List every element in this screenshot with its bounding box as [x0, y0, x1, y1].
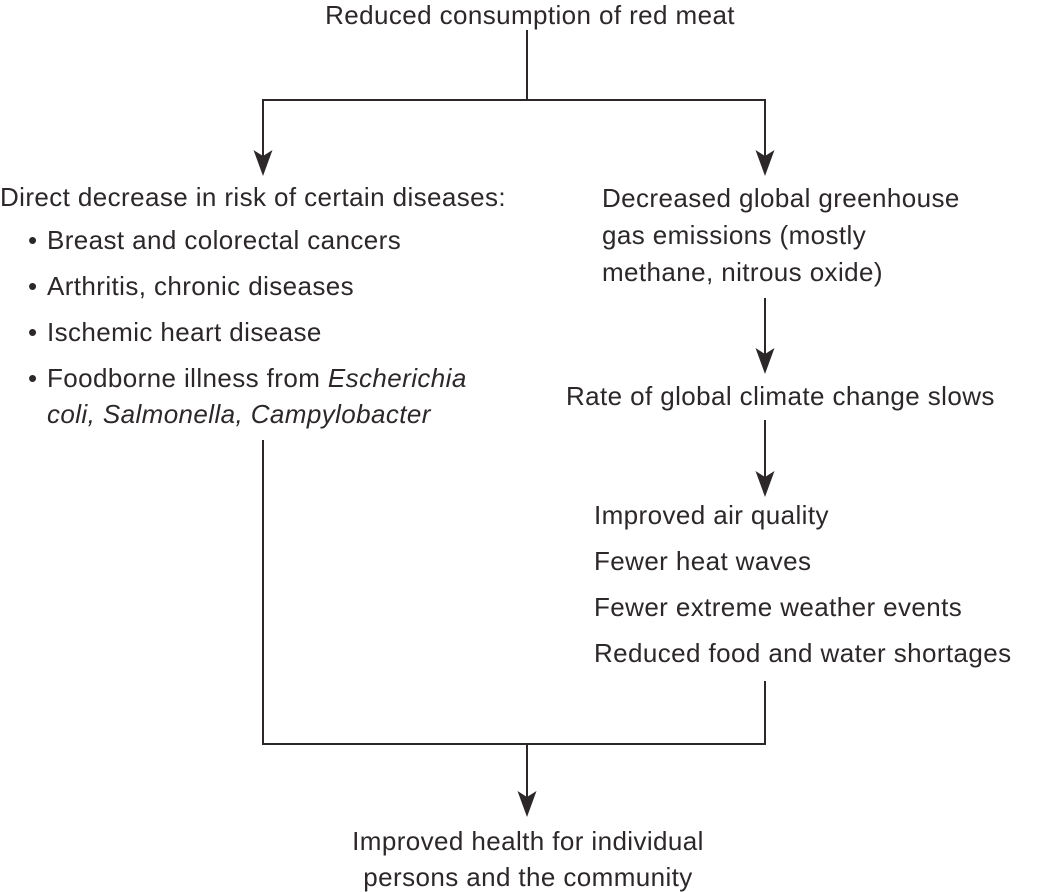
list-item-text: Arthritis, chronic diseases [47, 271, 355, 301]
left-branch-heading: Direct decrease in risk of certain disea… [0, 182, 507, 212]
list-item-italic-text: Escherichia coli, Salmonella, Campylobac… [47, 363, 467, 429]
benefit-line: Fewer extreme weather events [594, 592, 963, 622]
conclusion-line: persons and the community [363, 862, 693, 892]
list-item-text: Breast and colorectal cancers [47, 225, 402, 255]
greenhouse-line: Decreased global greenhouse [602, 183, 960, 213]
arrowhead-benefits-icon [755, 471, 775, 497]
benefit-line: Fewer heat waves [594, 546, 812, 576]
greenhouse-line: gas emissions (mostly [602, 220, 867, 250]
list-item: Arthritis, chronic diseases [0, 268, 487, 304]
list-item-text: Foodborne illness from [47, 363, 328, 393]
conclusion-line: Improved health for individual [352, 826, 704, 856]
benefit-line: Reduced food and water shortages [594, 638, 1012, 668]
benefit-line: Improved air quality [594, 500, 829, 530]
node-climate-change: Rate of global climate change slows [566, 381, 995, 411]
connector-bottom-merge [262, 440, 766, 745]
list-item-text: Ischemic heart disease [47, 317, 322, 347]
node-climate-benefits: Improved air quality Fewer heat waves Fe… [594, 492, 1012, 676]
list-item: Ischemic heart disease [0, 314, 487, 350]
list-item: Foodborne illness from Escherichia coli,… [0, 360, 487, 432]
arrowhead-left-branch-icon [253, 150, 273, 176]
list-item: Breast and colorectal cancers [0, 222, 487, 258]
arrowhead-right-branch-icon [755, 150, 775, 176]
disease-list: Breast and colorectal cancers Arthritis,… [0, 222, 487, 432]
node-left-branch: Direct decrease in risk of certain disea… [0, 179, 540, 442]
greenhouse-line: methane, nitrous oxide) [602, 257, 883, 287]
node-conclusion: Improved health for individual persons a… [352, 823, 704, 892]
arrowhead-climate-icon [755, 348, 775, 374]
node-greenhouse-emissions: Decreased global greenhouse gas emission… [602, 180, 960, 291]
node-root: Reduced consumption of red meat [325, 0, 735, 30]
arrowhead-conclusion-icon [517, 791, 537, 817]
connector-top-split [262, 99, 766, 156]
